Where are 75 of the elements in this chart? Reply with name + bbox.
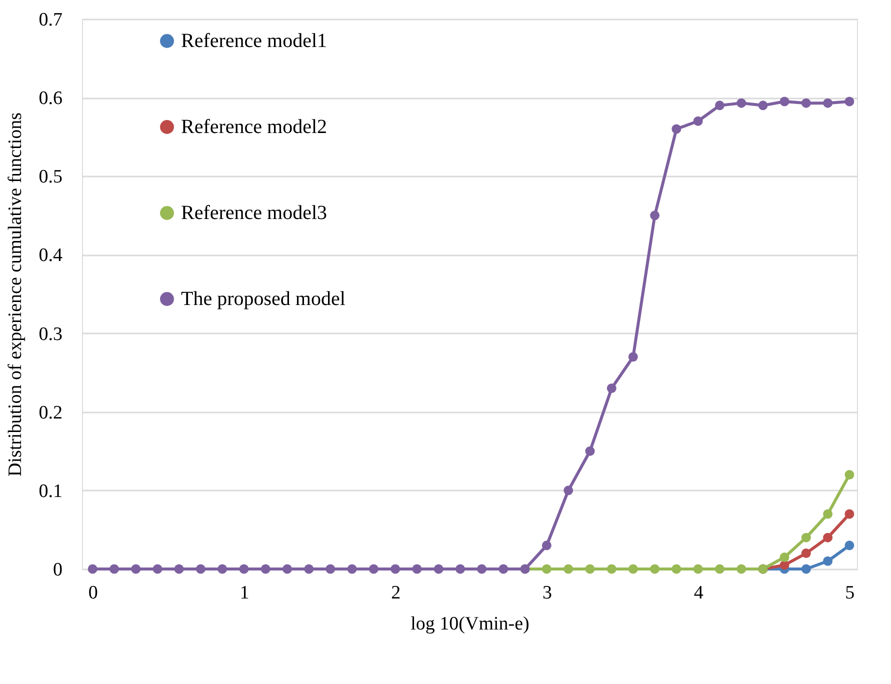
point	[239, 564, 249, 574]
point	[801, 564, 811, 574]
point	[304, 564, 314, 574]
y-tick-label: 0.5	[38, 166, 62, 188]
point	[260, 564, 270, 574]
point	[434, 564, 444, 574]
point	[368, 564, 378, 574]
point	[628, 564, 638, 574]
point	[693, 564, 703, 574]
x-tick-label: 1	[240, 582, 250, 604]
point	[714, 564, 724, 574]
point	[780, 552, 790, 562]
x-tick-label: 3	[542, 582, 552, 604]
point	[606, 564, 616, 574]
point	[693, 116, 703, 126]
point	[218, 564, 228, 574]
point	[564, 486, 574, 496]
point	[390, 564, 400, 574]
y-tick-label: 0.6	[38, 88, 62, 110]
point	[801, 98, 811, 108]
point	[736, 564, 746, 574]
point	[110, 564, 119, 574]
legend-label: Reference model1	[181, 30, 328, 52]
point	[672, 124, 682, 134]
point	[174, 564, 184, 574]
legend-label: Reference model3	[181, 202, 328, 224]
legend-label: The proposed model	[181, 288, 346, 310]
point	[714, 100, 724, 110]
y-axis-title: Distribution of experience cumulative functions	[4, 112, 26, 477]
point	[196, 564, 206, 574]
point	[326, 564, 336, 574]
point	[844, 470, 854, 480]
point	[131, 564, 141, 574]
point	[823, 98, 833, 108]
point	[780, 96, 790, 106]
y-tick-label: 0	[53, 560, 62, 580]
point	[823, 532, 833, 542]
point	[412, 564, 422, 574]
point	[801, 532, 811, 542]
point	[542, 540, 552, 550]
legend-label: Reference model2	[181, 116, 328, 138]
point	[152, 564, 162, 574]
y-tick-label: 0.1	[38, 480, 62, 502]
point	[564, 564, 574, 574]
point	[542, 564, 552, 574]
point	[585, 564, 595, 574]
point	[844, 509, 854, 519]
point	[844, 96, 854, 106]
point	[844, 540, 854, 550]
x-tick-label: 2	[391, 582, 401, 604]
point	[823, 556, 833, 566]
point	[672, 564, 682, 574]
point	[88, 564, 98, 574]
point	[801, 548, 811, 558]
point	[456, 564, 466, 574]
y-tick-label: 0.2	[38, 402, 62, 424]
point	[736, 98, 746, 108]
x-tick-label: 0	[88, 582, 98, 604]
point	[758, 100, 768, 110]
point	[282, 564, 292, 574]
point	[650, 210, 660, 220]
x-axis-title: log 10(Vmin-e)	[410, 614, 530, 634]
y-tick-label: 0.3	[38, 324, 62, 345]
point	[347, 564, 357, 574]
x-tick-label: 5	[845, 582, 855, 604]
point	[477, 564, 487, 574]
x-tick-label: 4	[694, 582, 704, 604]
y-tick-label: 0.7	[38, 10, 62, 30]
point	[498, 564, 508, 574]
y-tick-label: 0.4	[38, 245, 63, 266]
point	[606, 384, 616, 394]
point	[650, 564, 660, 574]
point	[628, 352, 638, 362]
point	[823, 509, 833, 519]
point	[585, 446, 595, 456]
